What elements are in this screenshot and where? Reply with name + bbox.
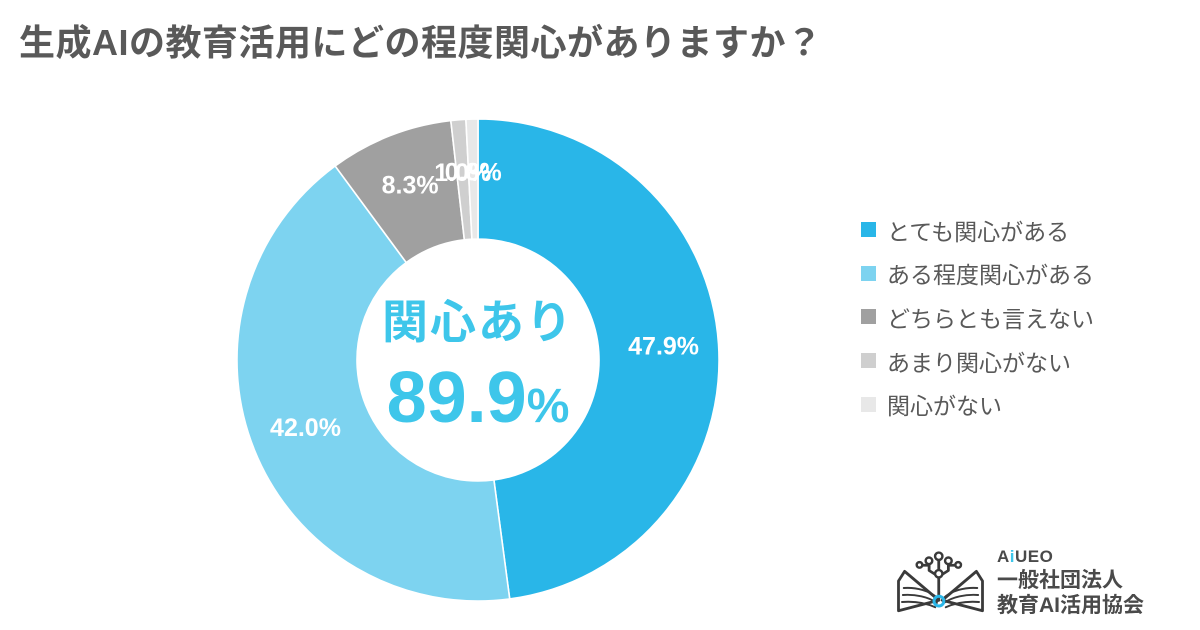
svg-text:8.3%: 8.3% (382, 171, 439, 199)
svg-text:0.8%: 0.8% (445, 159, 502, 187)
svg-text:42.0%: 42.0% (270, 414, 341, 442)
svg-text:47.9%: 47.9% (628, 332, 699, 360)
